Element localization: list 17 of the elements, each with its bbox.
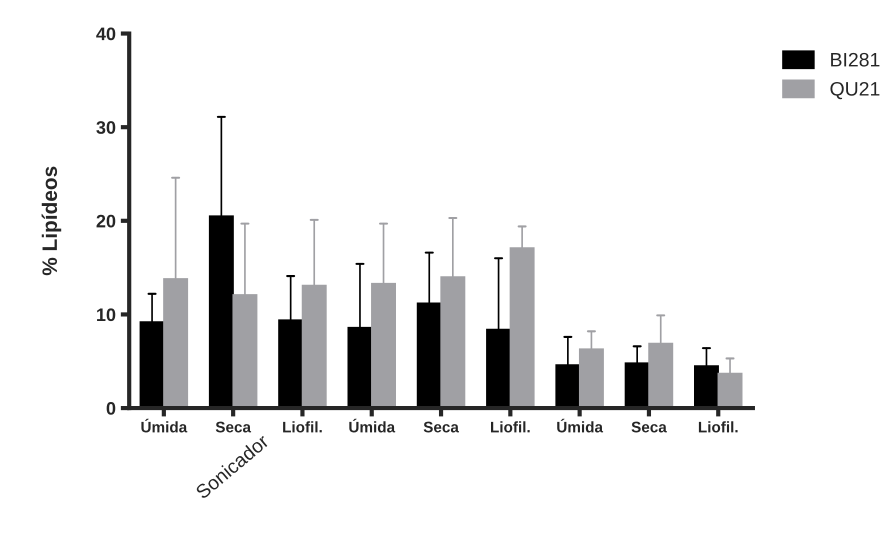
x-tick-label: Seca (216, 422, 252, 432)
y-tick-label: 0 (106, 402, 116, 415)
x-tick-label: Seca (424, 422, 459, 432)
y-axis-title: % Lipídeos (42, 166, 62, 276)
x-tick-label: Liofil. (698, 421, 738, 432)
y-tick-label: 30 (96, 121, 116, 134)
y-tick-label: 20 (96, 214, 116, 228)
x-tick-label: Liofil. (283, 421, 322, 432)
y-tick-label: 10 (97, 308, 116, 322)
x-tick-label: Úmida (349, 418, 396, 432)
x-tick-label: Úmida (557, 418, 604, 432)
x-tick-label: Úmida (141, 418, 188, 432)
legend-label: QU21 (830, 82, 880, 100)
x-tick-label: Seca (632, 422, 667, 432)
y-tick-label: 40 (96, 27, 116, 40)
x-tick-label: Liofil. (491, 421, 530, 432)
legend-label: BI281 (831, 52, 880, 67)
